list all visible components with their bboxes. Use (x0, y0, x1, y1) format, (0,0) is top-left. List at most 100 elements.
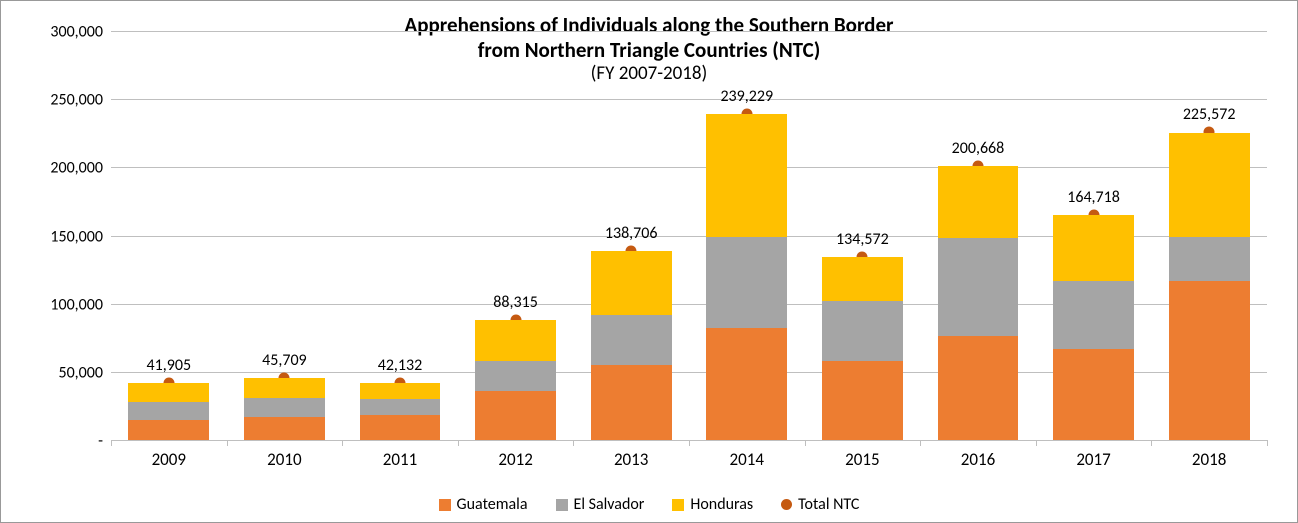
y-tick-label: 200,000 (50, 159, 111, 178)
total-label: 45,709 (262, 351, 307, 370)
bar-segment-honduras (591, 251, 672, 315)
legend-item: Guatemala (439, 495, 528, 514)
total-label: 200,668 (952, 139, 1005, 158)
bar-segment-el-salvador (475, 361, 556, 391)
bar-slot: 88,315 (458, 31, 574, 440)
y-tick-label: - (98, 432, 111, 451)
y-tick-label: 100,000 (50, 295, 111, 314)
stacked-bar (706, 114, 787, 440)
x-axis-label: 2014 (689, 449, 805, 470)
stacked-bar (128, 383, 209, 440)
bar-slot: 41,905 (111, 31, 227, 440)
bar-segment-honduras (128, 383, 209, 402)
bar-segment-el-salvador (591, 315, 672, 365)
x-axis-label: 2011 (342, 449, 458, 470)
x-axis-label: 2009 (111, 449, 227, 470)
total-label: 42,132 (378, 356, 423, 375)
bar-segment-honduras (1169, 133, 1250, 237)
x-axis-label: 2010 (227, 449, 343, 470)
x-axis-label: 2012 (458, 449, 574, 470)
x-tick (1151, 440, 1152, 446)
y-tick-label: 300,000 (50, 23, 111, 42)
legend-item: Total NTC (781, 495, 859, 514)
bar-segment-guatemala (244, 417, 325, 440)
bar-slot: 200,668 (920, 31, 1036, 440)
x-tick (458, 440, 459, 446)
bar-segment-guatemala (1169, 281, 1250, 441)
stacked-bar (938, 166, 1019, 440)
bar-segment-honduras (1053, 215, 1134, 280)
stacked-bar (1169, 132, 1250, 440)
x-tick (573, 440, 574, 446)
total-label: 239,229 (720, 87, 773, 106)
legend-marker-icon (781, 499, 792, 510)
bar-slot: 225,572 (1151, 31, 1267, 440)
x-axis-labels: 2009201020112012201320142015201620172018 (111, 449, 1267, 470)
bar-segment-guatemala (706, 328, 787, 440)
y-tick-label: 150,000 (50, 227, 111, 246)
x-tick (689, 440, 690, 446)
x-axis-label: 2013 (573, 449, 689, 470)
legend-swatch (672, 499, 684, 511)
bar-segment-el-salvador (128, 402, 209, 420)
bar-segment-honduras (360, 383, 441, 400)
x-axis-label: 2016 (920, 449, 1036, 470)
stacked-bar (1053, 215, 1134, 440)
bar-segment-guatemala (822, 361, 903, 440)
legend-item: El Salvador (556, 495, 645, 514)
bar-segment-guatemala (475, 391, 556, 440)
legend-label: Guatemala (457, 495, 528, 514)
bar-segment-guatemala (128, 420, 209, 440)
stacked-bar (244, 378, 325, 440)
legend-swatch (556, 499, 568, 511)
bar-segment-honduras (938, 166, 1019, 238)
total-label: 225,572 (1183, 105, 1236, 124)
bar-slot: 134,572 (805, 31, 921, 440)
x-tick (227, 440, 228, 446)
bar-segment-el-salvador (938, 238, 1019, 336)
total-label: 164,718 (1067, 188, 1120, 207)
bar-slot: 45,709 (227, 31, 343, 440)
stacked-bar (360, 383, 441, 440)
x-axis-label: 2015 (805, 449, 921, 470)
y-tick-label: 250,000 (50, 91, 111, 110)
legend-label: Total NTC (798, 495, 859, 514)
x-tick (805, 440, 806, 446)
bar-segment-guatemala (360, 415, 441, 440)
bar-slot: 239,229 (689, 31, 805, 440)
legend-label: El Salvador (574, 495, 645, 514)
total-label: 88,315 (493, 293, 538, 312)
chart-container: Apprehensions of Individuals along the S… (0, 0, 1298, 523)
bar-slot: 164,718 (1036, 31, 1152, 440)
stacked-bar (475, 320, 556, 440)
bar-segment-guatemala (1053, 349, 1134, 440)
x-tick (111, 440, 112, 446)
bar-segment-honduras (475, 320, 556, 361)
total-label: 41,905 (147, 356, 192, 375)
bar-segment-el-salvador (1169, 237, 1250, 281)
x-tick (920, 440, 921, 446)
bar-slot: 138,706 (573, 31, 689, 440)
bar-segment-el-salvador (1053, 281, 1134, 349)
bar-segment-guatemala (938, 336, 1019, 440)
total-label: 134,572 (836, 230, 889, 249)
bars-row: 41,905 45,709 42,132 88,315 138,706 239,229 13… (111, 31, 1267, 440)
x-tick (342, 440, 343, 446)
bar-segment-el-salvador (244, 398, 325, 417)
legend: Guatemala El Salvador Honduras Total NTC (1, 495, 1297, 514)
bar-segment-el-salvador (822, 301, 903, 361)
bar-segment-honduras (706, 114, 787, 237)
stacked-bar (591, 251, 672, 440)
bar-slot: 42,132 (342, 31, 458, 440)
y-tick-label: 50,000 (58, 363, 111, 382)
legend-item: Honduras (672, 495, 753, 514)
bar-segment-guatemala (591, 365, 672, 440)
bar-segment-honduras (244, 378, 325, 398)
x-axis-label: 2018 (1151, 449, 1267, 470)
x-tick (1036, 440, 1037, 446)
x-axis-label: 2017 (1036, 449, 1152, 470)
bar-segment-el-salvador (360, 399, 441, 415)
bar-segment-el-salvador (706, 237, 787, 328)
total-label: 138,706 (605, 224, 658, 243)
x-tick (1267, 440, 1268, 446)
